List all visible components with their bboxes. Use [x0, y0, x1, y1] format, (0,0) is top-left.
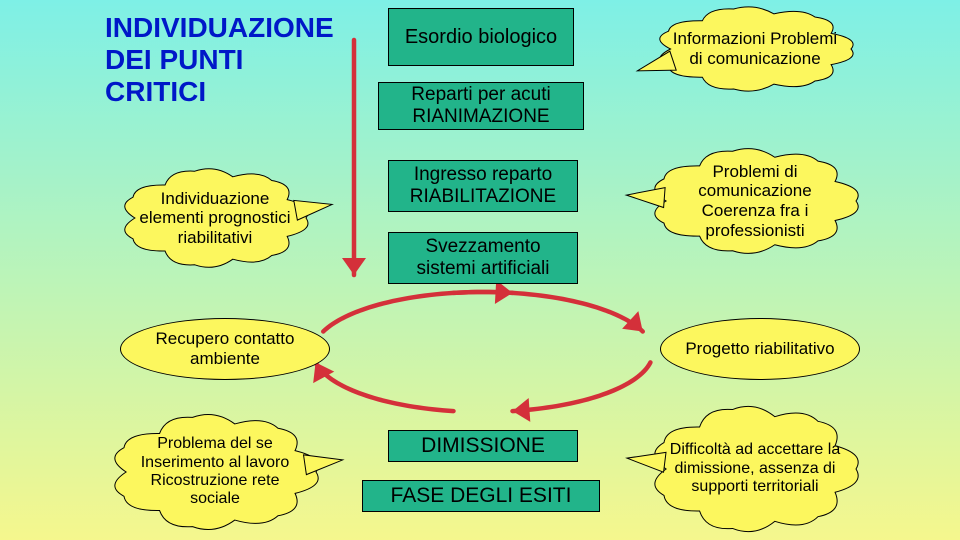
ellipse-progetto: Progetto riabilitativo — [660, 318, 860, 380]
callout-informazioni: Informazioni Problemi di comunicazione — [655, 4, 855, 94]
box-fase_esiti: FASE DEGLI ESITI — [362, 480, 600, 512]
box-ingresso: Ingresso reparto RIABILITAZIONE — [388, 160, 578, 212]
diagram-stage: INDIVIDUAZIONE DEI PUNTI CRITICI Esordio … — [0, 0, 960, 540]
callout-problema_se: Problema del se Inserimento al lavoro Ri… — [110, 412, 320, 532]
callout-difficolta: Difficoltà ad accettare la dimissione, a… — [650, 404, 860, 534]
callout-problemi_com: Problemi di comunicazione Coerenza fra i… — [650, 146, 860, 256]
box-dimissione: DIMISSIONE — [388, 430, 578, 462]
callout-individuazione: Individuazione elementi prognostici riab… — [120, 166, 310, 270]
box-svezzamento: Svezzamento sistemi artificiali — [388, 232, 578, 284]
box-esordio: Esordio biologico — [388, 8, 574, 66]
ellipse-recupero: Recupero contatto ambiente — [120, 318, 330, 380]
page-title: INDIVIDUAZIONE DEI PUNTI CRITICI — [105, 12, 345, 109]
box-reparti: Reparti per acuti RIANIMAZIONE — [378, 82, 584, 130]
